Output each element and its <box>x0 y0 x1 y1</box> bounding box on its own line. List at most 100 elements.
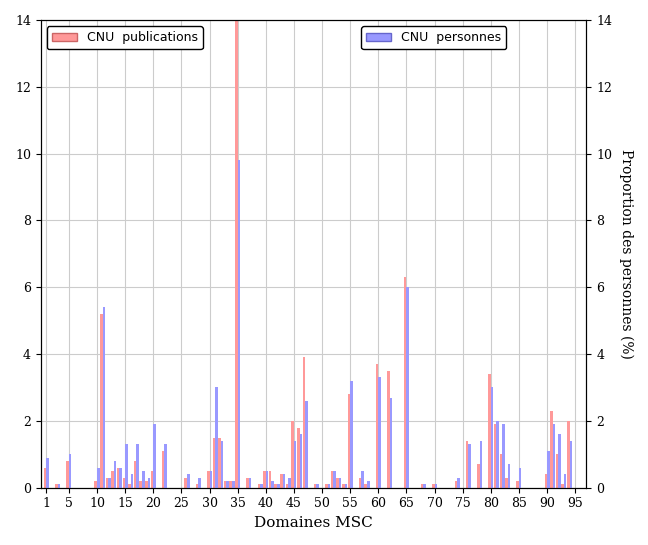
Bar <box>494 424 496 488</box>
Bar <box>454 481 457 488</box>
Bar <box>69 455 71 488</box>
Bar <box>272 481 274 488</box>
Bar <box>336 478 339 488</box>
Bar <box>330 471 333 488</box>
Bar <box>288 478 291 488</box>
Bar <box>260 485 262 488</box>
Bar <box>328 485 330 488</box>
Bar <box>544 474 547 488</box>
Bar <box>266 471 268 488</box>
Bar <box>389 397 392 488</box>
Bar <box>162 451 165 488</box>
Bar <box>131 474 133 488</box>
Bar <box>423 485 426 488</box>
Bar <box>275 485 277 488</box>
Bar <box>469 444 471 488</box>
Bar <box>235 20 238 488</box>
Bar <box>185 478 187 488</box>
Bar <box>325 485 328 488</box>
Bar <box>213 438 215 488</box>
Bar <box>229 481 232 488</box>
Bar <box>95 481 97 488</box>
Bar <box>342 485 345 488</box>
Bar <box>151 471 153 488</box>
Bar <box>359 478 362 488</box>
Bar <box>119 468 122 488</box>
Bar <box>299 434 302 488</box>
Bar <box>457 478 459 488</box>
Bar <box>333 471 336 488</box>
Bar <box>559 434 561 488</box>
Bar <box>556 455 559 488</box>
Bar <box>283 474 285 488</box>
Bar <box>55 485 58 488</box>
Bar <box>561 485 564 488</box>
Bar <box>122 478 125 488</box>
Bar <box>347 394 350 488</box>
Bar <box>196 485 198 488</box>
Bar <box>316 485 319 488</box>
Bar <box>432 485 435 488</box>
Bar <box>480 441 482 488</box>
Bar <box>280 474 283 488</box>
Bar <box>404 277 406 488</box>
Bar <box>496 421 499 488</box>
Bar <box>477 464 480 488</box>
Bar <box>232 481 235 488</box>
Bar <box>187 474 189 488</box>
Bar <box>567 421 570 488</box>
Bar <box>111 471 114 488</box>
Bar <box>114 461 117 488</box>
Bar <box>148 478 150 488</box>
Bar <box>100 314 102 488</box>
Bar <box>553 424 555 488</box>
Bar <box>128 485 131 488</box>
Bar <box>145 481 148 488</box>
Bar <box>165 444 167 488</box>
Bar <box>66 461 69 488</box>
Bar <box>97 468 100 488</box>
Bar <box>350 381 353 488</box>
Bar <box>339 478 341 488</box>
Bar <box>269 471 272 488</box>
Bar <box>502 424 505 488</box>
Bar <box>305 401 308 488</box>
Bar <box>198 478 201 488</box>
Bar <box>367 481 369 488</box>
Bar <box>564 474 566 488</box>
Bar <box>303 358 305 488</box>
Bar <box>125 444 128 488</box>
Bar <box>58 485 60 488</box>
Bar <box>136 444 139 488</box>
X-axis label: Domaines MSC: Domaines MSC <box>254 516 373 530</box>
Bar <box>466 441 469 488</box>
Bar <box>102 307 105 488</box>
Bar <box>221 441 224 488</box>
Bar <box>550 411 553 488</box>
Bar <box>238 160 240 488</box>
Bar <box>294 441 296 488</box>
Bar <box>139 481 142 488</box>
Bar <box>491 387 493 488</box>
Bar <box>387 371 389 488</box>
Bar <box>286 485 288 488</box>
Bar <box>378 378 381 488</box>
Bar <box>292 421 294 488</box>
Bar <box>249 478 251 488</box>
Bar <box>207 471 209 488</box>
Bar <box>364 485 367 488</box>
Bar <box>106 478 108 488</box>
Bar <box>421 485 423 488</box>
Bar <box>376 364 378 488</box>
Bar <box>507 464 510 488</box>
Bar <box>215 387 218 488</box>
Bar <box>263 471 266 488</box>
Bar <box>519 468 522 488</box>
Bar <box>297 428 299 488</box>
Bar <box>44 468 47 488</box>
Legend: CNU  personnes: CNU personnes <box>361 26 506 49</box>
Bar <box>362 471 364 488</box>
Bar <box>134 461 136 488</box>
Bar <box>547 451 550 488</box>
Bar <box>117 468 119 488</box>
